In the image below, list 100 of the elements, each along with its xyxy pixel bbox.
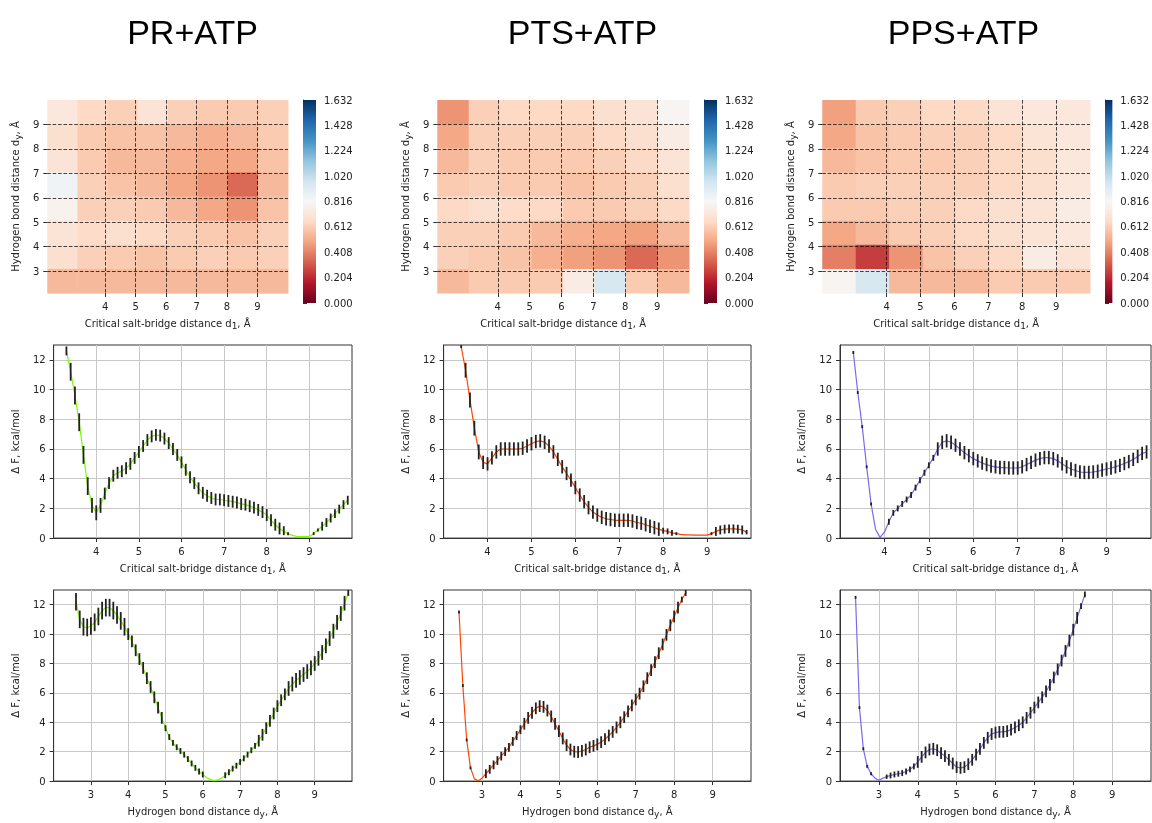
y-axis-title: Δ F, kcal/mol	[9, 653, 21, 718]
x-tick-label: 5	[925, 545, 933, 557]
x-tick-label: 7	[1031, 788, 1038, 800]
x-tick-label: 4	[484, 545, 491, 557]
y-tick-label: 0	[825, 775, 832, 787]
x-tick-label: 8	[1058, 545, 1066, 557]
y-tick-label: 2	[825, 502, 832, 514]
y-tick-label: 0	[825, 532, 832, 544]
color-bar-label: 0.408	[1120, 246, 1150, 258]
x-tick-label: 5	[953, 788, 960, 800]
color-bar-label: 1.632	[725, 94, 754, 106]
x-tick-label: 7	[220, 545, 228, 557]
y-tick-label: 4	[32, 241, 40, 253]
x-tick-label: 4	[93, 545, 100, 557]
x-tick-label: 8	[274, 788, 281, 800]
y-tick-label: 12	[422, 354, 436, 366]
y-tick-label: 4	[429, 716, 436, 728]
x-tick-label: 6	[992, 788, 999, 800]
x-tick-label: 6	[558, 300, 565, 312]
y-tick-label: 10	[819, 384, 832, 396]
y-tick-label: 5	[807, 216, 815, 228]
color-bar-label: 1.224	[324, 145, 353, 157]
y-tick-label: 8	[422, 143, 430, 155]
color-bar-label: 1.428	[725, 119, 754, 131]
y-tick-label: 10	[422, 628, 436, 640]
y-axis-title: Hydrogen bond distance dy, Å	[398, 121, 413, 272]
y-tick-label: 7	[422, 167, 430, 179]
x-tick-label: 8	[659, 545, 667, 557]
x-tick-label: 7	[193, 300, 200, 312]
y-tick-label: 4	[39, 473, 46, 485]
y-tick-label: 3	[32, 265, 40, 277]
x-tick-label: 6	[199, 788, 206, 800]
y-tick-label: 3	[807, 265, 815, 277]
x-tick-label: 7	[236, 788, 244, 800]
x-tick-label: 4	[881, 545, 888, 557]
x-tick-label: 8	[1019, 300, 1026, 312]
y-axis-title: Hydrogen bond distance dy, Å	[8, 121, 23, 272]
chart-title: PR+ATP	[127, 13, 258, 51]
x-tick-label: 9	[254, 300, 261, 312]
y-tick-label: 8	[32, 143, 40, 155]
x-tick-label: 3	[478, 788, 486, 800]
y-tick-label: 5	[32, 216, 40, 228]
x-tick-label: 9	[709, 788, 716, 800]
x-tick-label: 3	[87, 788, 95, 800]
y-tick-label: 9	[32, 118, 40, 130]
color-bar-label: 0.000	[725, 297, 754, 309]
color-bar-label: 0.000	[1120, 297, 1150, 309]
color-bar-label: 0.816	[725, 196, 754, 207]
y-tick-label: 3	[422, 265, 430, 277]
color-bar-label: 1.020	[324, 170, 353, 182]
y-tick-label: 6	[825, 687, 832, 699]
x-tick-label: 6	[970, 545, 977, 557]
y-tick-label: 12	[32, 354, 46, 366]
x-tick-label: 4	[883, 300, 890, 312]
x-tick-label: 9	[1108, 788, 1116, 800]
y-tick-label: 2	[39, 746, 46, 758]
color-bar-label: 1.632	[1120, 94, 1150, 106]
color-bar-label: 0.816	[1120, 196, 1150, 207]
x-tick-label: 6	[178, 545, 185, 557]
color-bar-label: 0.612	[1120, 221, 1150, 233]
line-series	[65, 350, 349, 538]
y-axis-title: Δ F, kcal/mol	[399, 409, 411, 474]
chart-title: PTS+ATP	[507, 13, 658, 51]
y-tick-label: 8	[39, 658, 46, 669]
x-tick-label: 5	[526, 300, 533, 312]
x-tick-label: 8	[223, 300, 231, 312]
y-tick-label: 9	[422, 118, 430, 130]
x-tick-label: 4	[101, 300, 109, 312]
x-tick-label: 4	[517, 788, 524, 800]
x-tick-label: 4	[494, 300, 501, 312]
x-tick-label: 6	[572, 545, 579, 557]
y-tick-label: 10	[422, 384, 436, 396]
y-tick-label: 5	[422, 216, 430, 228]
color-bar-label: 1.428	[1120, 119, 1150, 131]
x-tick-label: 5	[132, 300, 139, 312]
color-bar-label: 0.204	[324, 272, 353, 284]
y-tick-label: 12	[819, 599, 832, 611]
color-bar-label: 0.204	[725, 272, 754, 284]
x-tick-label: 5	[162, 788, 169, 800]
color-bar-label: 1.632	[324, 94, 353, 106]
y-tick-label: 4	[429, 473, 436, 485]
y-axis-title: Δ F, kcal/mol	[795, 409, 807, 474]
y-axis-title: Δ F, kcal/mol	[399, 653, 411, 718]
color-bar-label: 1.224	[1120, 145, 1150, 157]
x-tick-label: 6	[594, 788, 601, 800]
color-bar-label: 1.428	[324, 119, 353, 131]
x-tick-label: 9	[703, 545, 711, 557]
y-tick-label: 6	[429, 687, 436, 699]
x-tick-label: 9	[306, 545, 313, 557]
y-tick-label: 4	[807, 241, 815, 253]
color-bar-label: 0.612	[324, 221, 353, 233]
y-tick-label: 0	[429, 532, 436, 544]
y-tick-label: 4	[422, 241, 430, 253]
y-tick-label: 8	[429, 658, 436, 669]
x-tick-label: 5	[528, 545, 535, 557]
x-tick-label: 8	[1070, 788, 1077, 800]
y-tick-label: 8	[825, 658, 832, 669]
color-bar-label: 1.224	[725, 145, 754, 157]
y-tick-label: 8	[429, 413, 436, 425]
color-bar-label: 1.020	[1120, 170, 1150, 182]
